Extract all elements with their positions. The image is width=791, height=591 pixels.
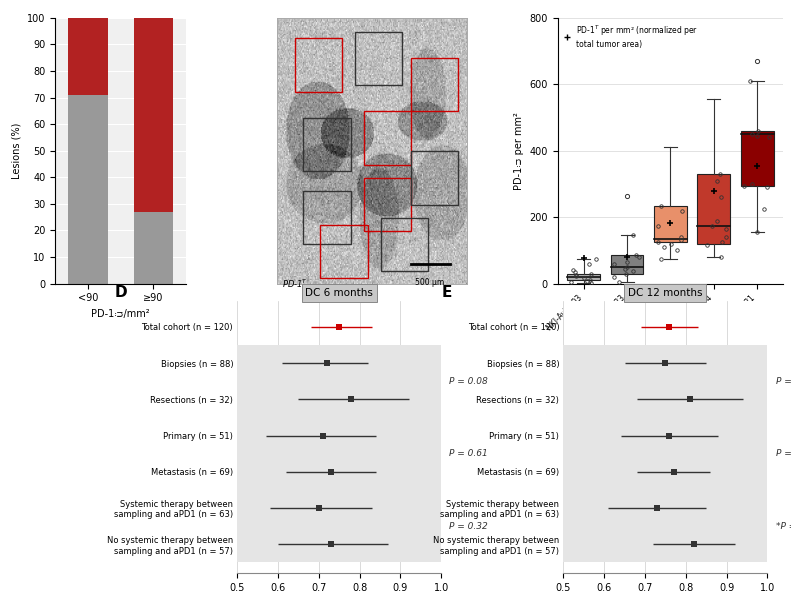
- Text: PD-1$^T$: PD-1$^T$: [282, 278, 308, 290]
- Bar: [654, 206, 687, 242]
- Bar: [380, 218, 428, 271]
- Bar: [134, 18, 173, 212]
- Bar: [563, 345, 767, 417]
- Y-axis label: Lesions (%): Lesions (%): [12, 122, 21, 179]
- Bar: [611, 255, 644, 274]
- Bar: [69, 18, 108, 95]
- Text: P = 0.32: P = 0.32: [449, 522, 488, 531]
- Text: *P = 0.04: *P = 0.04: [776, 522, 791, 531]
- Bar: [237, 490, 441, 563]
- Bar: [563, 417, 767, 490]
- Bar: [237, 417, 441, 490]
- Text: P = 0.08: P = 0.08: [449, 376, 488, 386]
- Title: DC 12 months: DC 12 months: [628, 288, 702, 298]
- Legend: PD-1$^T$ per mm² (normalized per
total tumor area): PD-1$^T$ per mm² (normalized per total t…: [562, 21, 701, 51]
- Title: DC 6 months: DC 6 months: [305, 288, 373, 298]
- Bar: [697, 174, 730, 244]
- Bar: [364, 112, 411, 165]
- Bar: [303, 118, 350, 171]
- Bar: [303, 191, 350, 245]
- Text: E: E: [441, 285, 452, 300]
- Bar: [320, 225, 368, 278]
- Text: P = 0.61: P = 0.61: [449, 449, 488, 458]
- Text: P = 0.61: P = 0.61: [776, 449, 791, 458]
- Bar: [69, 95, 108, 284]
- X-axis label: PD-1ᴞ/mm²: PD-1ᴞ/mm²: [91, 309, 150, 319]
- Text: D: D: [115, 285, 127, 300]
- Bar: [563, 490, 767, 563]
- Text: 500 μm: 500 μm: [415, 278, 445, 287]
- Y-axis label: PD-1ᴞ per mm²: PD-1ᴞ per mm²: [514, 112, 524, 190]
- Bar: [134, 212, 173, 284]
- Text: P = 0.20: P = 0.20: [776, 376, 791, 386]
- Bar: [567, 274, 600, 280]
- Bar: [411, 151, 459, 204]
- Bar: [355, 32, 403, 85]
- Bar: [237, 345, 441, 417]
- Bar: [740, 131, 774, 186]
- Bar: [294, 38, 342, 92]
- Bar: [411, 59, 459, 112]
- Bar: [364, 178, 411, 231]
